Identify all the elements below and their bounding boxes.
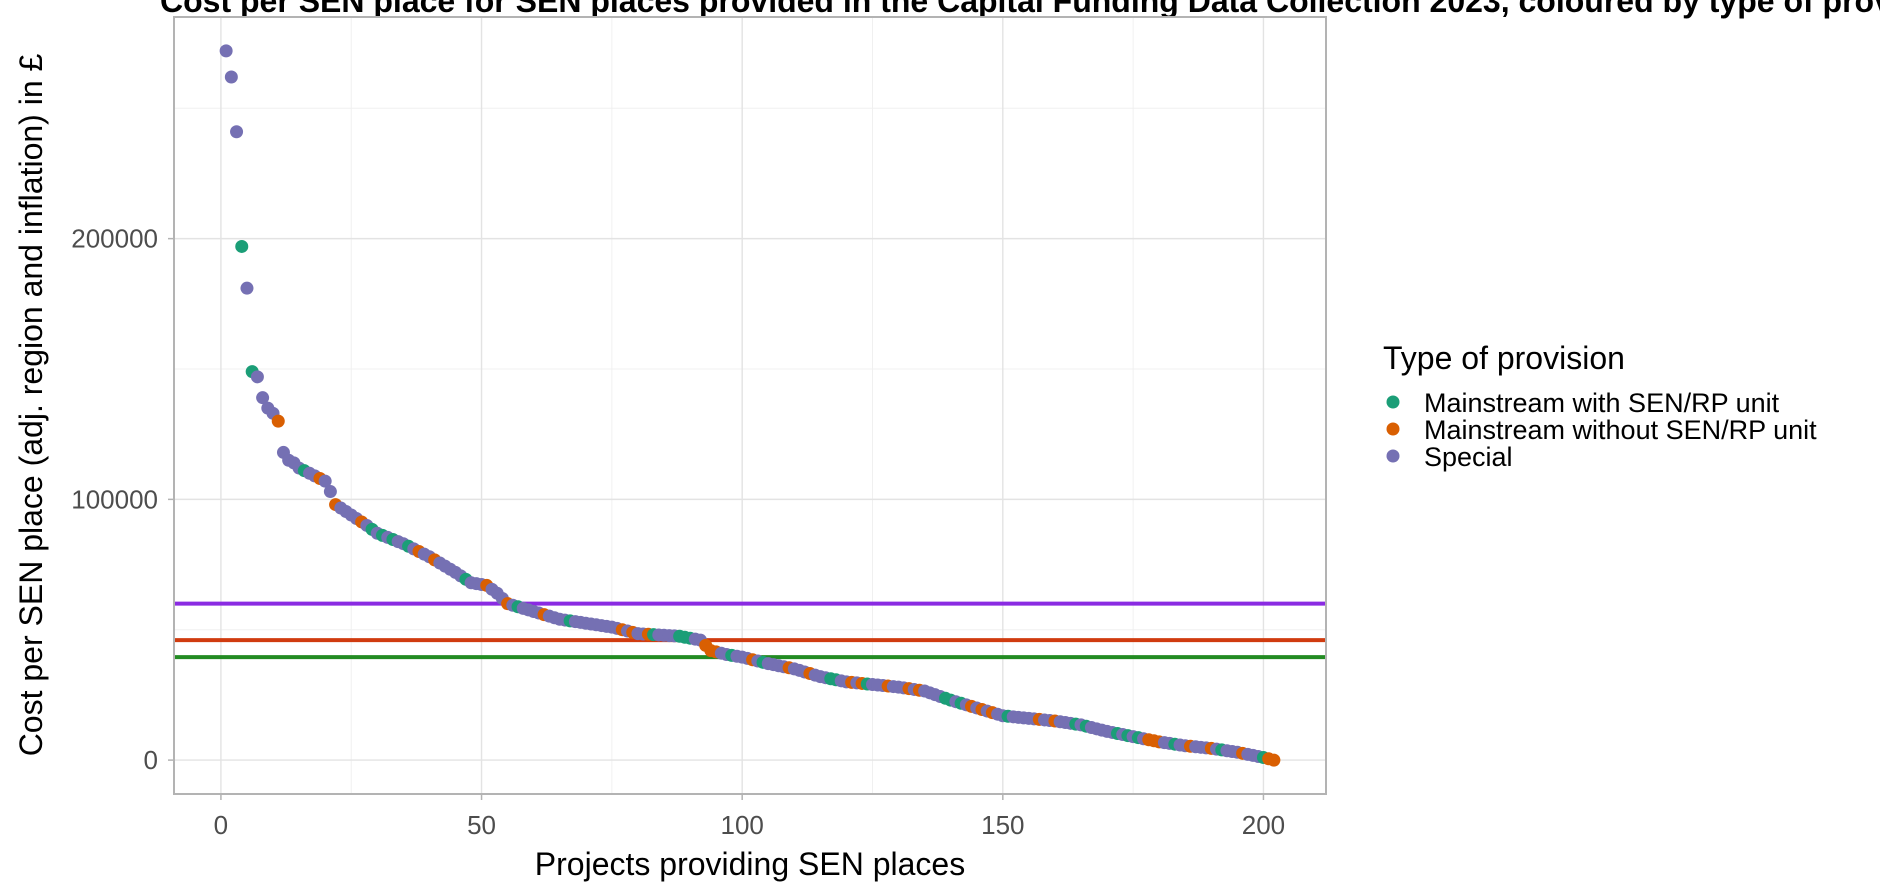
x-axis: 0 50 100 150 200 bbox=[214, 794, 1285, 840]
y-axis: 0 100000 200000 bbox=[71, 224, 174, 775]
point-mainstream-without-unit bbox=[271, 414, 285, 428]
x-tick-label: 200 bbox=[1242, 810, 1285, 840]
chart-title: Cost per SEN place for SEN places provid… bbox=[160, 0, 1880, 19]
legend-entry-special: Special bbox=[1386, 442, 1513, 472]
legend-title: Type of provision bbox=[1383, 340, 1625, 376]
point-special bbox=[318, 474, 332, 488]
grid-major bbox=[174, 17, 1326, 794]
y-tick-label: 0 bbox=[144, 745, 158, 775]
y-tick-label: 200000 bbox=[71, 224, 158, 254]
point-special bbox=[323, 485, 337, 499]
point-special bbox=[230, 125, 244, 139]
point-mainstream-with-unit bbox=[235, 239, 249, 253]
x-tick-label: 50 bbox=[467, 810, 496, 840]
legend-label-mainstream-with-unit: Mainstream with SEN/RP unit bbox=[1424, 388, 1780, 418]
x-tick-label: 150 bbox=[981, 810, 1024, 840]
plot-area bbox=[173, 16, 1327, 795]
y-axis-title: Cost per SEN place (adj. region and infl… bbox=[13, 53, 49, 756]
point-special bbox=[250, 370, 264, 384]
legend-key-mainstream-without-unit bbox=[1386, 422, 1400, 436]
point-mainstream-without-unit bbox=[1267, 753, 1281, 767]
legend-entry-mainstream-without-unit: Mainstream without SEN/RP unit bbox=[1386, 415, 1817, 445]
legend: Type of provision Mainstream with SEN/RP… bbox=[1383, 340, 1817, 472]
data-points bbox=[219, 44, 1281, 767]
point-special bbox=[240, 281, 254, 295]
legend-label-special: Special bbox=[1424, 442, 1513, 472]
grid-minor bbox=[174, 17, 1326, 794]
legend-entry-mainstream-with-unit: Mainstream with SEN/RP unit bbox=[1386, 388, 1780, 418]
x-axis-title: Projects providing SEN places bbox=[535, 846, 965, 882]
plot-border bbox=[173, 16, 1327, 795]
point-special bbox=[224, 70, 238, 84]
point-special bbox=[256, 391, 270, 405]
legend-key-mainstream-with-unit bbox=[1386, 395, 1400, 409]
legend-label-mainstream-without-unit: Mainstream without SEN/RP unit bbox=[1424, 415, 1817, 445]
x-tick-label: 100 bbox=[720, 810, 763, 840]
point-special bbox=[219, 44, 233, 58]
y-tick-label: 100000 bbox=[71, 484, 158, 514]
x-tick-label: 0 bbox=[214, 810, 228, 840]
legend-key-special bbox=[1386, 449, 1400, 463]
plot-panel bbox=[174, 17, 1326, 794]
